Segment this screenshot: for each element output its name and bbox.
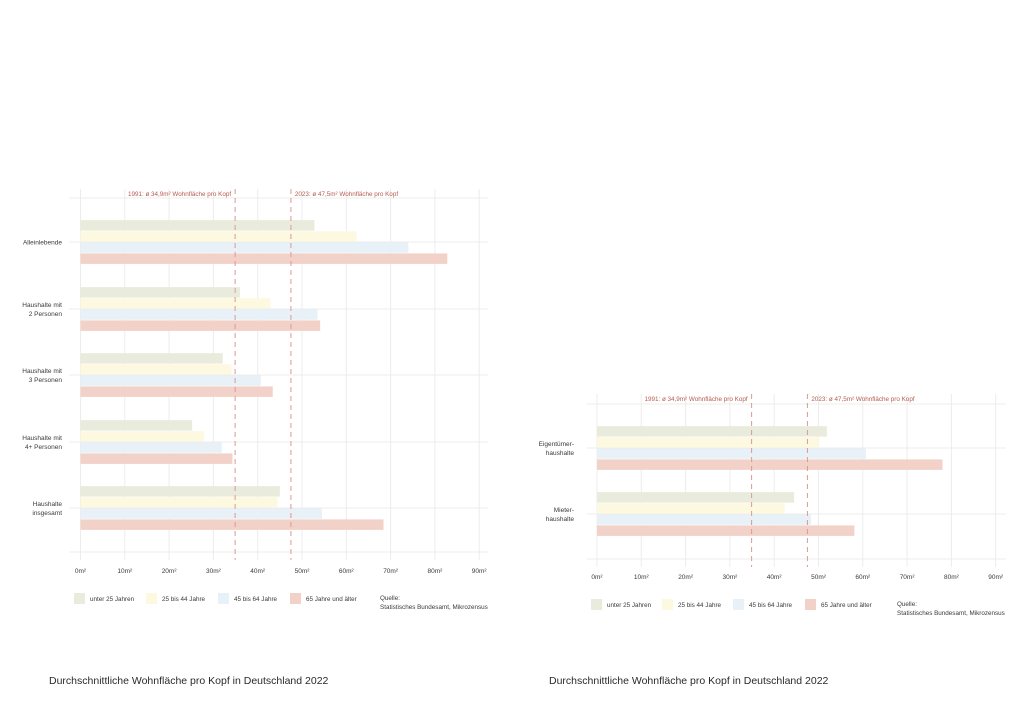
category-label-line: 4+ Personen (25, 444, 62, 451)
x-tick-label: 70m² (900, 574, 916, 581)
category-label-line: Haushalte mit (22, 368, 62, 375)
category-label-line: insgesamt (32, 510, 62, 517)
bar-45-64 (597, 448, 866, 459)
bar-65-plus (597, 525, 855, 536)
legend-swatch-unter-25 (74, 593, 85, 604)
legend-swatch-unter-25 (591, 599, 602, 610)
reference-line-label: 1991: ø 34,9m² Wohnfläche pro Kopf (128, 191, 231, 198)
bar-45-64 (597, 514, 811, 525)
category-label: Haushalte mit 2 Personen (22, 302, 62, 318)
bar-25-44 (597, 437, 820, 448)
category-label-line: haushalte (546, 450, 575, 457)
bar-45-64 (80, 508, 322, 519)
legend-label: 65 Jahre und älter (821, 602, 872, 609)
bar-65-plus (80, 453, 233, 464)
category-label-line: Mieter- (554, 507, 574, 514)
chart-ownership-plot: 0m² 10m² 20m² 30m² 40m² 50m² 60m² 70m² 80m² 90m² E… (539, 394, 1006, 617)
category-label: Alleinlebende (23, 240, 62, 247)
bar-unter-25 (597, 492, 795, 503)
legend-swatch-65-plus (805, 599, 816, 610)
bar-65-plus (80, 320, 321, 331)
x-tick-label: 60m² (855, 574, 871, 581)
category-label-line: 2 Personen (29, 311, 63, 318)
legend-swatch-65-plus (290, 593, 301, 604)
source-label: Quelle: (380, 595, 400, 602)
x-tick-label: 0m² (75, 568, 87, 575)
bar-unter-25 (80, 486, 280, 497)
chart-title-household-size: Durchschnittliche Wohnfläche pro Kopf in… (49, 675, 329, 687)
x-tick-label: 90m² (472, 568, 488, 575)
bar-65-plus (80, 386, 273, 397)
chart-household-size-plot: 0m² 10m² 20m² 30m² 40m² 50m² 60m² 70m² 80m² 90m² A… (22, 189, 488, 611)
bar-65-plus (80, 253, 448, 264)
x-tick-label: 40m² (767, 574, 783, 581)
category-label: Haushalte mit 3 Personen (22, 368, 62, 384)
category-label-line: Haushalte mit (22, 302, 62, 309)
bar-unter-25 (597, 426, 827, 437)
legend-label: 45 bis 64 Jahre (749, 602, 793, 609)
bar-25-44 (80, 497, 278, 508)
bar-45-64 (80, 242, 409, 253)
bar-25-44 (597, 503, 785, 514)
category-label: Mieter-haushalte (546, 507, 575, 523)
bar-unter-25 (80, 353, 223, 364)
legend-label: 65 Jahre und älter (306, 596, 357, 603)
legend-swatch-45-64 (218, 593, 229, 604)
bar-65-plus (80, 519, 384, 530)
reference-line-label: 2023: ø 47,5m² Wohnfläche pro Kopf (811, 396, 914, 403)
legend-swatch-45-64 (733, 599, 744, 610)
bar-65-plus (597, 459, 943, 470)
legend-swatch-25-44 (662, 599, 673, 610)
chart-title-ownership: Durchschnittliche Wohnfläche pro Kopf in… (549, 675, 829, 687)
category-label: Eigentümer-haushalte (539, 441, 575, 457)
category-label-line: Alleinlebende (23, 240, 62, 247)
bar-25-44 (80, 364, 232, 375)
legend-label: 45 bis 64 Jahre (234, 596, 278, 603)
legend-label: unter 25 Jahren (607, 602, 652, 609)
x-tick-label: 30m² (722, 574, 738, 581)
bar-45-64 (80, 309, 318, 320)
category-label-line: 3 Personen (29, 377, 63, 384)
bar-unter-25 (80, 287, 240, 298)
x-tick-label: 20m² (162, 568, 178, 575)
category-label-line: Eigentümer- (539, 441, 574, 448)
reference-line-label: 2023: ø 47,5m² Wohnfläche pro Kopf (295, 191, 398, 198)
x-tick-label: 20m² (678, 574, 694, 581)
reference-line-label: 1991: ø 34,9m² Wohnfläche pro Kopf (644, 396, 747, 403)
x-tick-label: 70m² (383, 568, 399, 575)
bar-25-44 (80, 231, 357, 242)
source-label: Quelle: (897, 601, 917, 608)
x-tick-label: 90m² (988, 574, 1004, 581)
bar-45-64 (80, 442, 222, 453)
x-tick-label: 50m² (295, 568, 311, 575)
x-tick-label: 10m² (117, 568, 133, 575)
x-tick-label: 30m² (206, 568, 222, 575)
category-label-line: haushalte (546, 516, 575, 523)
category-label-line: Haushalte (33, 501, 63, 508)
x-tick-label: 60m² (339, 568, 355, 575)
source-text: Statistisches Bundesamt, Mikrozensus (897, 610, 1005, 617)
bar-45-64 (80, 375, 261, 386)
category-label-line: Haushalte mit (22, 435, 62, 442)
x-tick-label: 80m² (944, 574, 960, 581)
bar-unter-25 (80, 420, 193, 431)
bar-unter-25 (80, 220, 315, 231)
x-tick-label: 0m² (591, 574, 603, 581)
category-label: Haushalte mit 4+ Personen (22, 435, 62, 451)
source-text: Statistisches Bundesamt, Mikrozensus (380, 604, 488, 611)
legend-label: 25 bis 44 Jahre (162, 596, 206, 603)
legend-label: 25 bis 44 Jahre (678, 602, 722, 609)
x-tick-label: 10m² (634, 574, 650, 581)
legend-label: unter 25 Jahren (90, 596, 135, 603)
bar-25-44 (80, 431, 205, 442)
category-label: Haushalte insgesamt (32, 501, 62, 517)
legend-swatch-25-44 (146, 593, 157, 604)
x-tick-label: 80m² (427, 568, 443, 575)
x-tick-label: 50m² (811, 574, 827, 581)
bar-25-44 (80, 298, 271, 309)
x-tick-label: 40m² (250, 568, 266, 575)
